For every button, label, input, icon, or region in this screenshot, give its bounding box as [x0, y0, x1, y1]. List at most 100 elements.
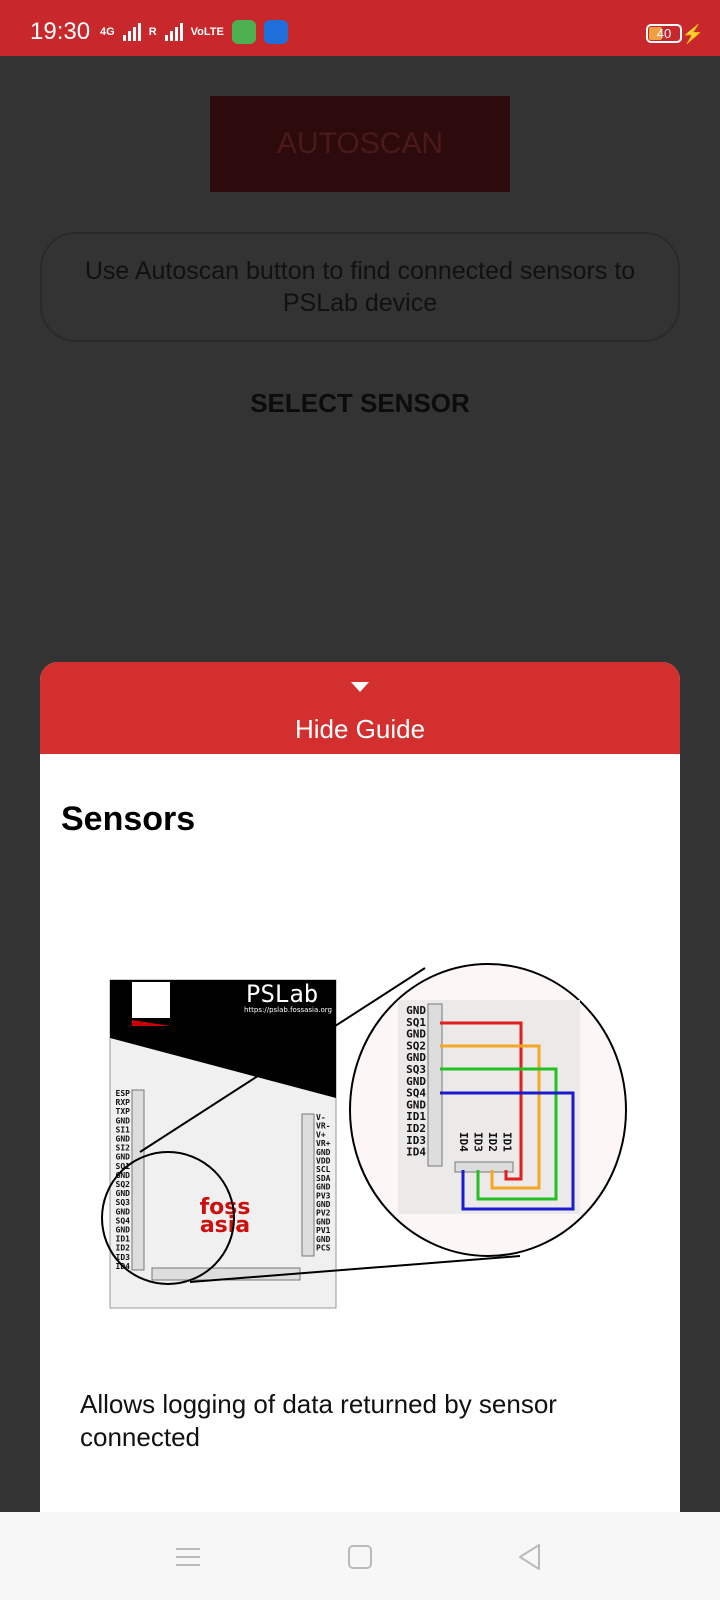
select-sensor-label[interactable]: SELECT SENSOR — [250, 388, 470, 418]
zoom-pin-label: SQ1 — [406, 1016, 426, 1029]
navigation-bar — [0, 1512, 720, 1600]
right-pin-label: PCS — [316, 1244, 331, 1253]
board-url: https://pslab.fossasia.org — [244, 1006, 332, 1014]
guide-title: Sensors — [61, 800, 196, 838]
left-pin-label: SQ1 — [116, 1162, 131, 1171]
left-pin-label: RXP — [116, 1098, 131, 1107]
right-pin-label: VR- — [316, 1122, 330, 1131]
right-pin-label: PV3 — [316, 1191, 331, 1200]
right-pin-label: V- — [316, 1113, 326, 1122]
zoom-line-top — [139, 967, 426, 1153]
wire-sq3 — [440, 1067, 558, 1201]
zoom-bottom-pin-label: ID3 — [472, 1132, 485, 1152]
battery-icon: 40 — [646, 24, 682, 43]
left-pin-label: GND — [116, 1135, 131, 1144]
left-pin-label: SI1 — [116, 1125, 131, 1134]
zoom-pin-label: GND — [406, 1051, 426, 1064]
info-message: Use Autoscan button to find connected se… — [40, 232, 680, 342]
guide-sheet: Hide Guide Sensors PSLab https://pslab.f… — [40, 662, 680, 1512]
zoom-pin-label: ID4 — [406, 1146, 426, 1159]
right-pin-label: SDA — [316, 1174, 331, 1183]
back-icon[interactable] — [515, 1542, 545, 1572]
volte-label: VoLTE — [190, 26, 224, 38]
board-brand: PSLab — [246, 980, 318, 1008]
right-pin-label: GND — [316, 1183, 331, 1192]
zoom-bottom-pin-label: ID2 — [486, 1132, 499, 1152]
right-pin-label: V+ — [316, 1130, 326, 1139]
zoom-bottom-pin-label: ID4 — [457, 1132, 470, 1152]
zoom-pin-label: ID2 — [406, 1122, 426, 1135]
status-time: 19:30 — [30, 18, 91, 45]
right-pin-label: SCL — [316, 1165, 331, 1174]
signal-icon — [122, 23, 141, 41]
right-pin-label: PV1 — [316, 1226, 331, 1235]
network-type-label: 4G — [100, 26, 115, 38]
wire-sq1 — [440, 1021, 523, 1181]
left-pin-header — [131, 1089, 145, 1271]
right-pin-label: VR+ — [316, 1139, 331, 1148]
left-pin-label: GND — [116, 1116, 131, 1125]
left-pin-label: ID2 — [116, 1244, 131, 1253]
app-notification-icon — [231, 20, 256, 44]
status-bar: 19:30 4G R VoLTE 40 ⚡ — [0, 0, 720, 56]
left-pin-label: SQ3 — [116, 1198, 131, 1207]
left-pin-label: SQ4 — [116, 1216, 131, 1225]
signal-icon-2 — [164, 23, 183, 41]
zoom-pin-label: SQ3 — [406, 1063, 426, 1076]
board-chip — [132, 982, 170, 1018]
left-pin-label: GND — [116, 1171, 131, 1180]
left-pin-label: TXP — [116, 1107, 131, 1116]
zoom-pin-label: GND — [406, 1028, 426, 1041]
autoscan-button[interactable]: AUTOSCAN — [210, 96, 510, 192]
right-pin-label: PV2 — [316, 1209, 331, 1218]
left-pin-label: GND — [116, 1226, 131, 1235]
right-pin-label: GND — [316, 1217, 331, 1226]
status-icons: 4G R VoLTE — [100, 20, 288, 44]
zoom-pin-header — [427, 1003, 443, 1167]
guide-description: Allows logging of data returned by senso… — [80, 1389, 557, 1452]
menu-icon[interactable] — [173, 1542, 203, 1572]
left-pin-labels: ESPRXPTXPGNDSI1GNDSI2GNDSQ1GNDSQ2GNDSQ3G… — [116, 1089, 131, 1271]
zoom-pin-label: ID3 — [406, 1134, 426, 1147]
left-pin-label: GND — [116, 1207, 131, 1216]
fossasia-logo-bottom: asia — [200, 1213, 250, 1238]
caret-down-icon — [351, 682, 369, 692]
left-pin-label: ID3 — [116, 1253, 131, 1262]
charging-icon: ⚡ — [681, 24, 704, 44]
left-pin-label: SQ2 — [116, 1180, 131, 1189]
zoom-bottom-header — [454, 1161, 514, 1173]
fossasia-logo-top: foss — [200, 1195, 251, 1220]
zoom-pin-label: ID1 — [406, 1110, 426, 1123]
right-pin-label: GND — [316, 1200, 331, 1209]
left-pin-label: ID1 — [116, 1235, 131, 1244]
wire-sq4 — [440, 1091, 575, 1211]
right-pin-label: GND — [316, 1235, 331, 1244]
roaming-label: R — [148, 26, 157, 38]
board-red-mark — [132, 1020, 170, 1026]
zoom-bottom-pin-labels: ID4 ID3 ID2 ID1 — [457, 1132, 514, 1152]
usb-icon — [263, 20, 288, 44]
left-pin-label: GND — [116, 1153, 131, 1162]
right-pin-label: GND — [316, 1148, 331, 1157]
right-pin-header — [301, 1113, 315, 1257]
left-pin-label: ESP — [116, 1089, 131, 1098]
zoom-bottom-pin-label: ID1 — [501, 1132, 514, 1152]
pslab-sensor-diagram: PSLab https://pslab.fossasia.org ESPRXPT… — [101, 963, 627, 1309]
wire-sq2 — [440, 1044, 541, 1190]
highlight-circle — [101, 1151, 235, 1285]
zoom-pin-label: GND — [406, 1098, 426, 1111]
hide-guide-label: Hide Guide — [294, 714, 426, 744]
zoom-pin-label: SQ2 — [406, 1039, 426, 1052]
zoom-pin-label: GND — [406, 1004, 426, 1017]
zoom-pin-label: SQ4 — [406, 1087, 426, 1100]
left-pin-label: SI2 — [116, 1144, 131, 1153]
right-pin-labels: V-VR-V+VR+GNDVDDSCLSDAGNDPV3GNDPV2GNDPV1… — [316, 1113, 331, 1253]
info-text: Use Autoscan button to find connected se… — [84, 257, 636, 317]
right-pin-label: VDD — [316, 1157, 331, 1166]
hide-guide-toggle[interactable]: Hide Guide — [40, 662, 680, 754]
left-pin-label: GND — [116, 1189, 131, 1198]
home-icon[interactable] — [345, 1542, 375, 1572]
zoom-pin-label: GND — [406, 1075, 426, 1088]
zoom-line-bottom — [189, 1255, 521, 1283]
